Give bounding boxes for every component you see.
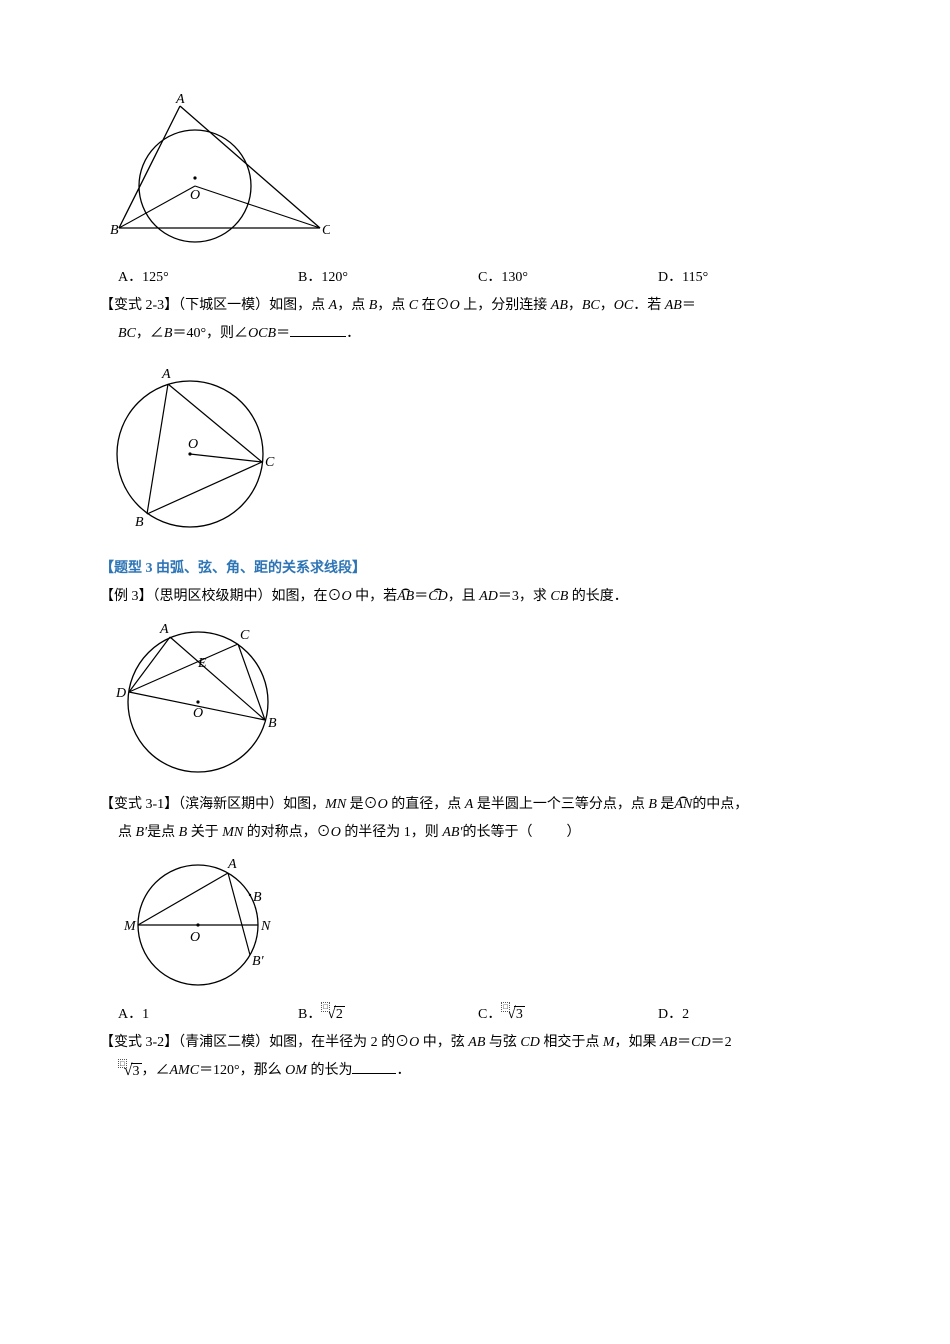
options-prev: A．125° B．120° C．130° D．115° — [118, 266, 850, 286]
svg-text:O: O — [190, 188, 200, 203]
blank-v2-3[interactable] — [290, 323, 346, 337]
stem-v2-3-line2: BC，∠B＝40°，则∠OCB＝． — [100, 320, 850, 348]
svg-text:N: N — [260, 919, 271, 934]
svg-text:O: O — [193, 706, 203, 721]
option-C[interactable]: C．□√3 — [478, 1003, 658, 1023]
svg-text:B: B — [110, 223, 119, 238]
stem-v3-1: 【变式 3-1】（滨海新区期中）如图，MN 是⊙O 的直径，点 A 是半圆上一个… — [100, 791, 850, 819]
svg-text:B′: B′ — [252, 954, 265, 969]
svg-text:O: O — [188, 437, 198, 452]
stem-v3-2-line2: □√3，∠AMC＝120°，那么 OM 的长为． — [100, 1057, 850, 1085]
svg-text:C: C — [322, 223, 330, 238]
stem-v3-1-line2: 点 B′是点 B 关于 MN 的对称点，⊙O 的半径为 1，则 AB′的长等于（… — [100, 819, 850, 847]
diagram-prev-triangle-circle: A B C O — [110, 91, 850, 256]
option-B[interactable]: B．120° — [298, 266, 478, 286]
svg-text:E: E — [197, 656, 207, 671]
svg-text:C: C — [265, 455, 275, 470]
option-D[interactable]: D．2 — [658, 1003, 838, 1023]
stem-ex3: 【例 3】（思明区校级期中）如图，在⊙O 中，若AB＝CD，且 AD＝3，求 C… — [100, 583, 850, 611]
section-title-3: 【题型 3 由弧、弦、角、距的关系求线段】 — [100, 557, 850, 577]
svg-text:M: M — [123, 919, 137, 934]
diagram-ex3: A C D B E O — [110, 617, 850, 777]
option-A[interactable]: A．1 — [118, 1003, 298, 1023]
diagram-v2-3: A B C O — [110, 354, 850, 539]
option-B[interactable]: B．□√2 — [298, 1003, 478, 1023]
options-v3-1: A．1 B．□√2 C．□√3 D．2 — [118, 1003, 850, 1023]
stem-v2-3: 【变式 2-3】（下城区一模）如图，点 A，点 B，点 C 在⊙O 上，分别连接… — [100, 292, 850, 320]
svg-text:A: A — [227, 857, 237, 872]
option-D[interactable]: D．115° — [658, 266, 838, 286]
svg-text:A: A — [175, 92, 185, 107]
option-A[interactable]: A．125° — [118, 266, 298, 286]
svg-text:B: B — [253, 890, 262, 905]
svg-text:D: D — [115, 686, 126, 701]
svg-text:A: A — [159, 622, 169, 637]
svg-text:B: B — [268, 716, 277, 731]
blank-v3-2[interactable] — [352, 1061, 396, 1075]
svg-text:B: B — [135, 515, 144, 530]
stem-v3-2: 【变式 3-2】（青浦区二模）如图，在半径为 2 的⊙O 中，弦 AB 与弦 C… — [100, 1029, 850, 1057]
diagram-v3-1: M N A B B′ O — [110, 853, 850, 993]
svg-text:O: O — [190, 930, 200, 945]
svg-text:C: C — [240, 628, 250, 643]
option-C[interactable]: C．130° — [478, 266, 658, 286]
svg-text:A: A — [161, 367, 171, 382]
